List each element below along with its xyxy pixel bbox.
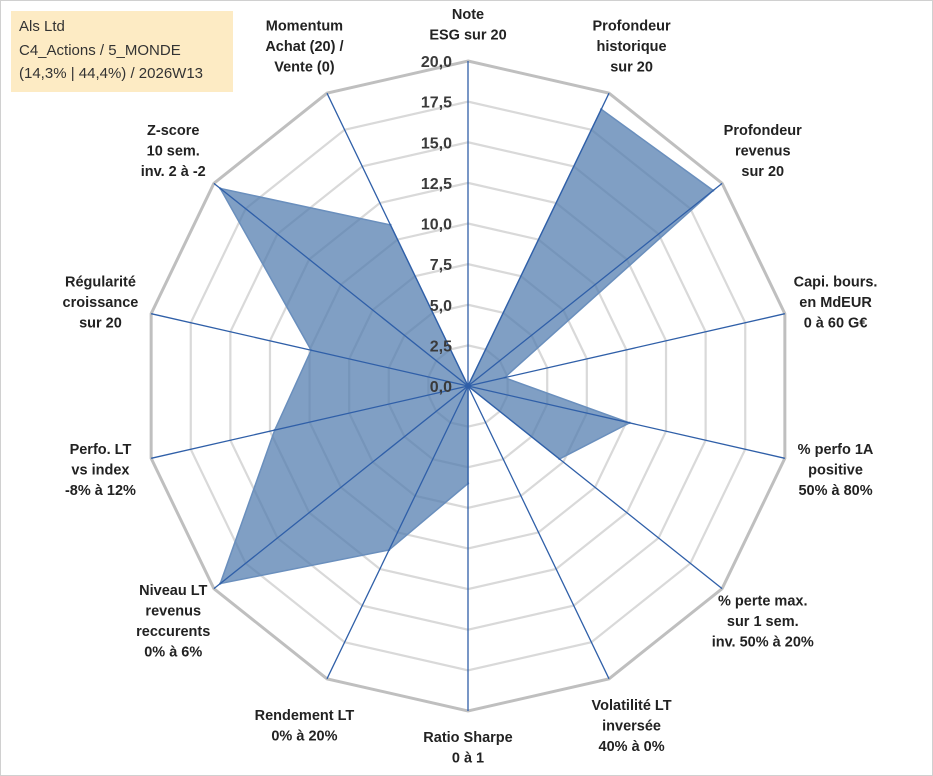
axis-label-line: inv. 2 à -2 [141,164,206,180]
axis-spokes [151,61,785,711]
axis-label-line: 40% à 0% [599,739,665,755]
tick-label: 0,0 [430,379,452,396]
tick-label: 7,5 [430,257,452,274]
axis-label: Capi. bours. en MdEUR 0 à 60 G€ [794,274,878,331]
axis-label: Profondeur historique sur 20 [593,19,671,76]
axis-label-line: 0 à 60 G€ [804,315,868,331]
axis-spoke [326,92,469,387]
axis-label-line: Vente (0) [274,60,335,76]
axis-label-line: vs index [71,463,129,479]
company-name: Als Ltd [19,18,65,35]
axis-label: Volatilité LT inversée 40% à 0% [592,698,672,755]
axis-label-line: Rendement LT [255,708,355,724]
axis-label-line: sur 20 [79,315,122,331]
axis-label-line: Profondeur [593,19,671,35]
axis-spoke [467,385,723,590]
axis-label-line: revenus [145,604,201,620]
axis-label-line: Perfo. LT [70,442,132,458]
axis-label: Régularité croissance sur 20 [63,274,139,331]
axis-spoke [213,182,469,387]
axis-label-line: Volatilité LT [592,698,672,714]
tick-labels: 0,0 2,5 5,0 7,5 10,0 12,5 15,0 17,5 20,0 [421,54,452,396]
axis-label-line: -8% à 12% [65,483,136,499]
axis-label: Profondeur revenus sur 20 [724,123,802,180]
axis-label-line: Momentum [266,19,343,35]
axis-label-line: 0 à 1 [452,751,484,767]
tick-label: 15,0 [421,135,452,152]
axis-label-line: en MdEUR [799,295,872,311]
axis-label-line: sur 20 [610,60,653,76]
tick-label: 2,5 [430,338,452,355]
axis-label-line: inv. 50% à 20% [712,634,814,650]
axis-label-line: reccurents [136,624,210,640]
period-label: (14,3% | 44,4%) / 2026W13 [19,65,203,82]
axis-label-line: Régularité [65,274,136,290]
axis-label: Niveau LT revenus reccurents 0% à 6% [136,583,210,661]
axis-spoke [151,313,469,387]
axis-label-line: sur 1 sem. [727,614,799,630]
axis-label-line: 0% à 20% [271,729,337,745]
axis-label: % perfo 1A positive 50% à 80% [798,442,874,499]
tick-label: 10,0 [421,217,452,234]
axis-spoke [467,385,610,680]
portfolio-label: C4_Actions / 5_MONDE [19,41,181,59]
axis-label-line: Achat (20) / [265,39,343,55]
axis-label-line: historique [597,39,667,55]
axis-label-line: 50% à 80% [798,483,872,499]
axis-label: Ratio Sharpe 0 à 1 [423,730,512,767]
axis-spoke [467,182,723,387]
axis-label-line: % perte max. [718,593,807,609]
axis-label-line: Profondeur [724,123,802,139]
axis-spoke [213,385,469,590]
axis-label: Rendement LT 0% à 20% [255,708,355,745]
axis-label: Perfo. LT vs index -8% à 12% [65,442,136,499]
axis-label-line: revenus [735,144,791,160]
axis-label-line: Niveau LT [139,583,207,599]
axis-label-line: Note [452,7,484,23]
axis-labels: Note ESG sur 20 Profondeur historique sur 20… [63,7,878,767]
tick-label: 20,0 [421,54,452,71]
axis-label-line: 10 sem. [147,144,200,160]
info-box: Als Ltd C4_Actions / 5_MONDE (14,3% | 44… [11,11,233,92]
axis-label-line: inversée [602,718,661,734]
axis-label-line: % perfo 1A [798,442,874,458]
axis-label: Note ESG sur 20 [429,7,506,44]
axis-label-line: Z-score [147,123,199,139]
tick-label: 12,5 [421,176,452,193]
axis-label: % perte max. sur 1 sem. inv. 50% à 20% [712,593,814,650]
axis-label-line: positive [808,463,863,479]
axis-label: Momentum Achat (20) / Vente (0) [265,19,343,76]
axis-label-line: Ratio Sharpe [423,730,512,746]
tick-label: 5,0 [430,298,452,315]
axis-spoke [326,385,469,680]
axis-spoke [467,92,610,387]
axis-label-line: sur 20 [741,164,784,180]
axis-label-line: 0% à 6% [144,645,202,661]
axis-spoke [467,385,785,459]
axis-label-line: ESG sur 20 [429,28,506,44]
axis-label-line: Capi. bours. [794,274,878,290]
axis-label-line: croissance [63,295,139,311]
axis-spoke [467,313,785,387]
tick-label: 17,5 [421,95,452,112]
axis-label: Z-score 10 sem. inv. 2 à -2 [141,123,206,180]
axis-spoke [151,385,469,459]
